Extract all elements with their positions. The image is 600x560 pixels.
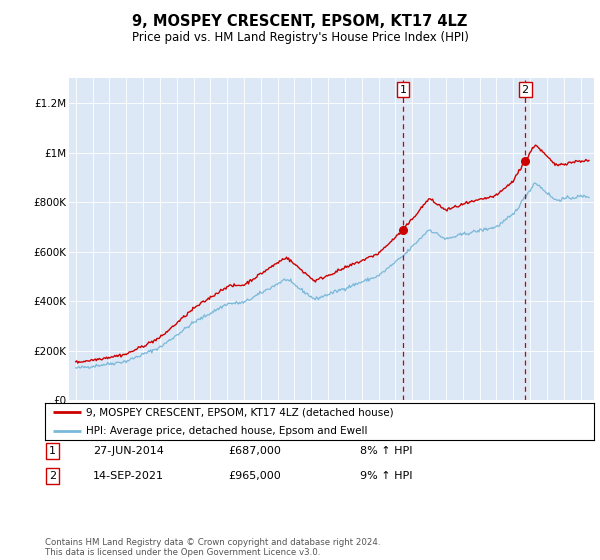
Text: 8% ↑ HPI: 8% ↑ HPI: [360, 446, 413, 456]
Text: 2: 2: [49, 471, 56, 481]
Text: 1: 1: [49, 446, 56, 456]
Text: 2: 2: [521, 85, 529, 95]
Text: £687,000: £687,000: [228, 446, 281, 456]
Text: 9, MOSPEY CRESCENT, EPSOM, KT17 4LZ: 9, MOSPEY CRESCENT, EPSOM, KT17 4LZ: [133, 14, 467, 29]
Text: 1: 1: [400, 85, 407, 95]
Text: Contains HM Land Registry data © Crown copyright and database right 2024.
This d: Contains HM Land Registry data © Crown c…: [45, 538, 380, 557]
Text: £965,000: £965,000: [228, 471, 281, 481]
Text: HPI: Average price, detached house, Epsom and Ewell: HPI: Average price, detached house, Epso…: [86, 426, 368, 436]
Text: Price paid vs. HM Land Registry's House Price Index (HPI): Price paid vs. HM Land Registry's House …: [131, 31, 469, 44]
Text: 27-JUN-2014: 27-JUN-2014: [93, 446, 164, 456]
Text: 9, MOSPEY CRESCENT, EPSOM, KT17 4LZ (detached house): 9, MOSPEY CRESCENT, EPSOM, KT17 4LZ (det…: [86, 407, 394, 417]
Text: 14-SEP-2021: 14-SEP-2021: [93, 471, 164, 481]
Text: 9% ↑ HPI: 9% ↑ HPI: [360, 471, 413, 481]
